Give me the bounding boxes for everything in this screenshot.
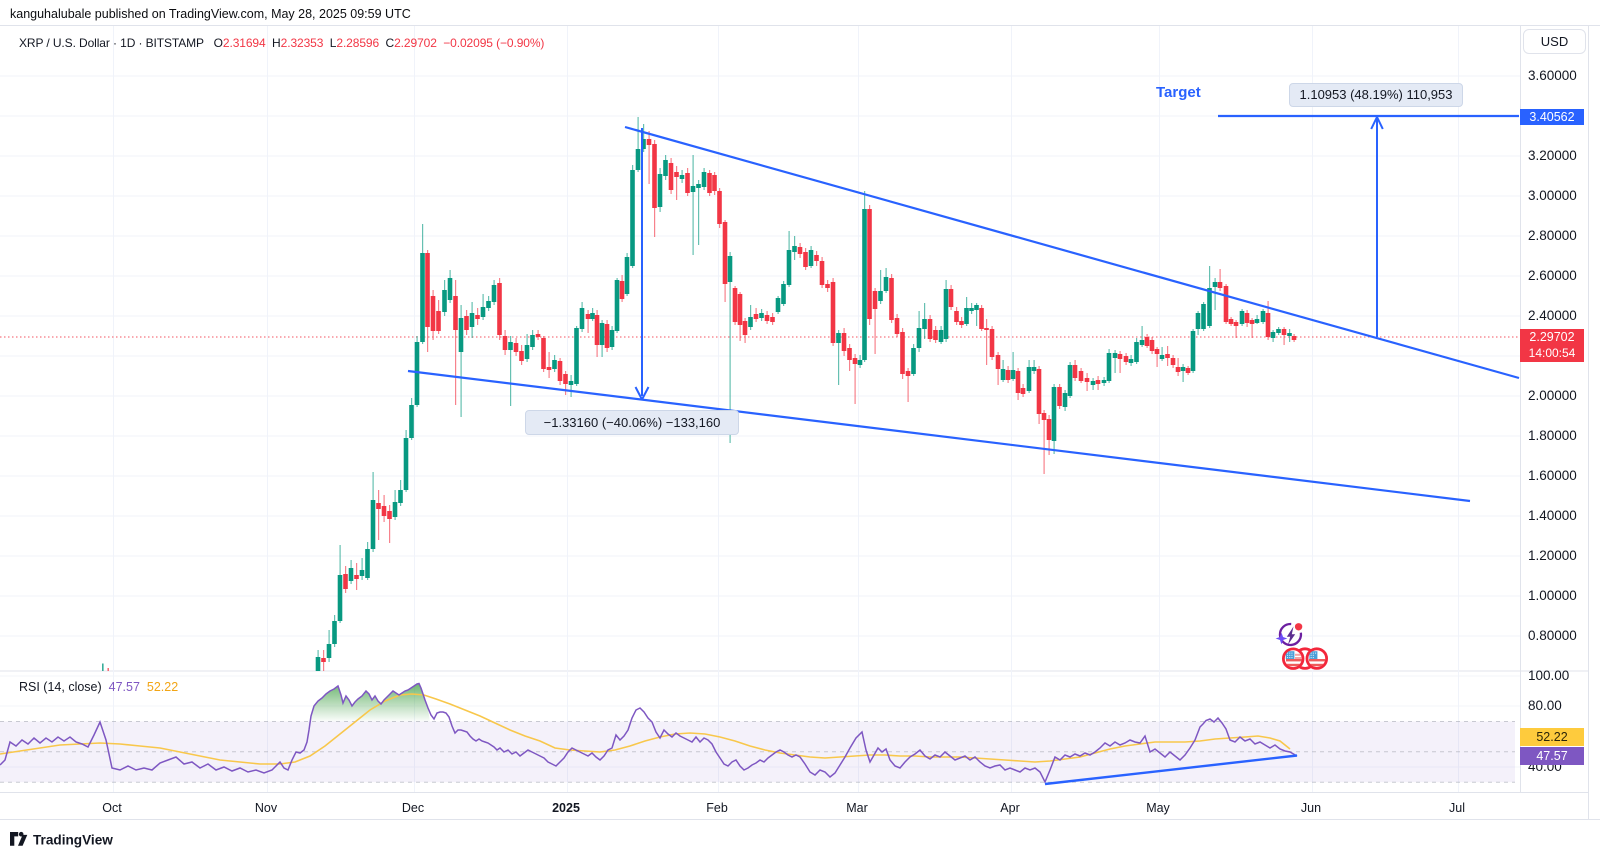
svg-text:TradingView: TradingView	[33, 833, 113, 848]
